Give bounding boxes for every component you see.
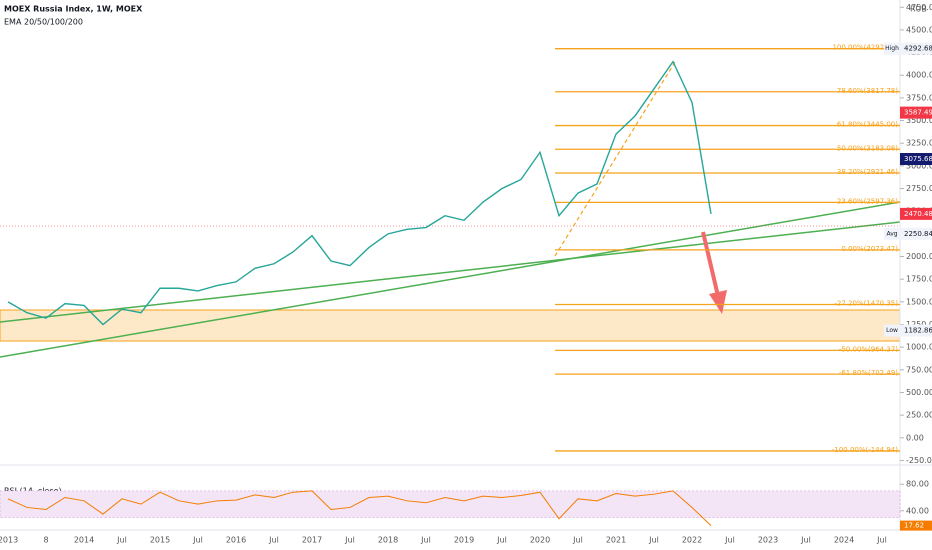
x-tick-label: 2016 [226,536,246,545]
fib-label: -27.20%(1470.35) [834,300,898,308]
y-tick-label: 4500.00 [906,25,932,34]
price-line [7,60,712,326]
y-tick-label: 3250.00 [906,139,932,148]
price-badge [900,207,932,220]
x-tick-label: 2024 [834,536,854,545]
x-tick-label: 2017 [302,536,322,545]
y-tick-label: 500.00 [906,388,932,397]
x-tick-label: Jul [192,536,203,545]
price-badge-label: 2250.84 [904,230,932,238]
rsi-band [0,490,901,518]
fib-label: 100.00%(4292.68) [832,44,898,52]
x-tick-label: Jul [268,536,279,545]
arrow-head [709,290,727,314]
x-tick-label: 2021 [606,536,626,545]
x-tick-label: Jul [800,536,811,545]
y-tick-label: 1000.00 [906,343,932,352]
fib-label: 23.60%(2597.36) [837,197,898,205]
rsi-line [7,490,712,526]
badge-name-bg [884,227,900,240]
x-tick-label: Jul [876,536,887,545]
x-tick-label: Jul [116,536,127,545]
y-tick-label: 0.00 [906,433,924,442]
y-tick-label: 4750.00 [906,3,932,12]
x-tick-label: 2013 [0,536,18,545]
price-badge [900,42,932,55]
badge-name: Avg [886,230,897,237]
x-tick-label: Jul [420,536,431,545]
rsi-tick-label: 80.00 [906,480,929,489]
x-tick-label: 8 [43,536,48,545]
fib-label: 38.20%(2921.46) [837,168,898,176]
x-tick-label: Jul [496,536,507,545]
support-zone [0,309,901,342]
price-badge [900,106,932,119]
trend-line [0,201,901,358]
badge-name: High [885,45,899,52]
badge-name: Low [886,327,898,334]
y-tick-label: 2000.00 [906,252,932,261]
x-tick-label: 2020 [530,536,550,545]
x-tick-label: Jul [648,536,659,545]
y-tick-label: 3750.00 [906,93,932,102]
x-tick-label: 2015 [150,536,170,545]
x-tick-label: Jul [344,536,355,545]
trend-line [0,221,901,323]
fib-label: -61.80%(702.49) [839,369,898,377]
y-tick-label: 4000.00 [906,71,932,80]
y-tick-label: 3500.00 [906,116,932,125]
y-tick-label: 1250.00 [906,320,932,329]
price-badge-label: 4292.68 [904,45,932,53]
y-tick-label: 750.00 [906,365,932,374]
rsi-badge-label: 17.62 [904,522,924,530]
fib-label: 0.00%(2073.47) [841,245,898,253]
x-tick-label: Jul [572,536,583,545]
x-tick-label: 2014 [74,536,94,545]
price-badge-label: 1182.86 [904,327,932,335]
currency: RUB [910,5,927,14]
price-badge [900,153,932,166]
price-badge [900,324,932,337]
arrow [701,231,720,297]
fib-label: 61.80%(3445.00) [837,121,898,129]
rsi-tick-label: 40.00 [906,506,929,515]
badge-name-bg [884,42,900,55]
x-tick-label: 2019 [454,536,474,545]
fib-anchor [554,61,676,257]
fib-label: -100.00%(-144.94) [832,446,898,454]
y-tick-label: 3000.00 [906,161,932,170]
x-tick-label: Jul [724,536,735,545]
chart-title: MOEX Russia Index, 1W, MOEX [4,5,143,14]
x-tick-label: 2018 [378,536,398,545]
y-tick-label: 1500.00 [906,297,932,306]
fib-label: 78.60%(3817.78) [837,87,898,95]
price-badge-label: 3075.68 [904,155,932,163]
x-tick-label: 2022 [682,536,702,545]
y-tick-label: -250.00 [906,456,932,465]
y-tick-label: 250.00 [906,411,932,420]
badge-name-bg [884,324,900,337]
price-badge-label: 3587.49 [904,109,932,117]
y-tick-label: 2750.00 [906,184,932,193]
fib-label: -50.00%(964.37) [839,345,898,353]
y-tick-label: 1750.00 [906,275,932,284]
rsi-badge [900,520,932,531]
x-tick-label: 2023 [758,536,778,545]
chart-subtitle: EMA 20/50/100/200 [4,18,83,27]
fib-label: 50.00%(3183.08) [837,144,898,152]
price-badge [900,227,932,240]
price-badge-label: 2470.48 [904,210,932,218]
